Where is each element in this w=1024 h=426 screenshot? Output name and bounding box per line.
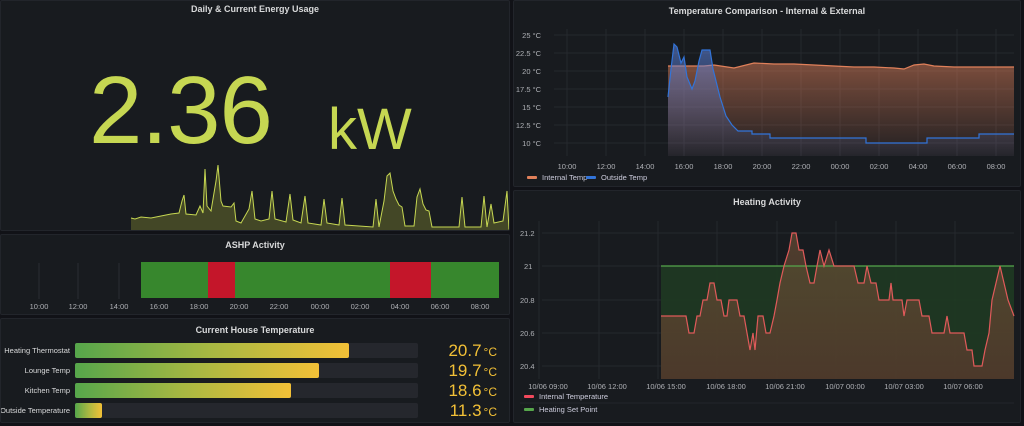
- ashp-state-off: [208, 262, 235, 298]
- bar-gauge-outside-temperature: Outside Temperature 11.3 °C: [0, 401, 509, 420]
- temperature-comparison-title[interactable]: Temperature Comparison - Internal & Exte…: [668, 6, 866, 16]
- svg-text:10/06 09:00: 10/06 09:00: [528, 382, 568, 391]
- legend-swatch-icon: [524, 408, 534, 411]
- bar-gauge-lounge-temp: Lounge Temp 19.7 °C: [1, 361, 509, 380]
- svg-text:06:00: 06:00: [431, 302, 450, 311]
- bar-label: Outside Temperature: [0, 406, 70, 415]
- legend-swatch-icon: [524, 395, 534, 398]
- internal-temperature-area: [661, 233, 1014, 379]
- svg-text:10/06 21:00: 10/06 21:00: [765, 382, 805, 391]
- legend-heating-set-point[interactable]: Heating Set Point: [524, 405, 597, 414]
- svg-text:00:00: 00:00: [311, 302, 330, 311]
- legend-swatch-icon: [586, 176, 596, 179]
- svg-text:20.4: 20.4: [520, 362, 535, 371]
- svg-text:12.5 °C: 12.5 °C: [516, 121, 542, 130]
- svg-text:20 °C: 20 °C: [522, 67, 541, 76]
- svg-text:10:00: 10:00: [558, 162, 577, 171]
- svg-text:17.5 °C: 17.5 °C: [516, 85, 542, 94]
- ashp-activity-panel: ASHP Activity 10:00 12:00 14:00 16:00 18…: [0, 234, 510, 315]
- svg-text:22.5 °C: 22.5 °C: [516, 49, 542, 58]
- legend-internal-temp[interactable]: Internal Temp: [527, 173, 587, 182]
- bar-gauge-kitchen-temp: Kitchen Temp 18.6 °C: [1, 381, 509, 400]
- svg-text:21.2: 21.2: [520, 229, 535, 238]
- svg-text:02:00: 02:00: [351, 302, 370, 311]
- energy-sparkline: [130, 164, 509, 230]
- svg-text:12:00: 12:00: [69, 302, 88, 311]
- svg-text:20.6: 20.6: [520, 329, 535, 338]
- svg-text:21: 21: [524, 262, 532, 271]
- svg-text:10/06 15:00: 10/06 15:00: [646, 382, 686, 391]
- svg-text:20:00: 20:00: [230, 302, 249, 311]
- energy-usage-title[interactable]: Daily & Current Energy Usage: [190, 4, 320, 14]
- svg-text:14:00: 14:00: [110, 302, 129, 311]
- svg-text:15 °C: 15 °C: [522, 103, 541, 112]
- svg-text:16:00: 16:00: [675, 162, 694, 171]
- bar-track: [75, 383, 418, 398]
- svg-text:08:00: 08:00: [987, 162, 1006, 171]
- internal-temp-area: [668, 63, 1014, 156]
- bar-value: 18.6 °C: [448, 381, 497, 400]
- heating-activity-chart: 21.2 21 20.8 20.6 20.4 10/06 09:00 10/06…: [520, 221, 1015, 404]
- bar-fill: [75, 363, 319, 378]
- ashp-state-off: [390, 262, 431, 298]
- legend-internal-temperature[interactable]: Internal Temperature: [524, 392, 608, 401]
- svg-text:16:00: 16:00: [150, 302, 169, 311]
- bar-label: Lounge Temp: [24, 366, 70, 375]
- svg-text:25 °C: 25 °C: [522, 31, 541, 40]
- svg-text:00:00: 00:00: [831, 162, 850, 171]
- energy-unit: kW: [328, 97, 412, 162]
- svg-text:14:00: 14:00: [636, 162, 655, 171]
- svg-text:08:00: 08:00: [471, 302, 490, 311]
- svg-text:20:00: 20:00: [753, 162, 772, 171]
- svg-text:04:00: 04:00: [909, 162, 928, 171]
- svg-text:02:00: 02:00: [870, 162, 889, 171]
- energy-value: 2.36: [89, 57, 273, 164]
- ashp-state-on: [431, 262, 499, 298]
- bar-track: [75, 363, 418, 378]
- legend-swatch-icon: [527, 176, 537, 179]
- svg-text:12:00: 12:00: [597, 162, 616, 171]
- bar-value: 11.3 °C: [449, 401, 497, 420]
- heating-activity-panel: Heating Activity 21.2 21 20.8 20.6 20.4: [513, 190, 1021, 423]
- svg-text:10/06 18:00: 10/06 18:00: [706, 382, 746, 391]
- svg-text:10:00: 10:00: [30, 302, 49, 311]
- svg-text:04:00: 04:00: [391, 302, 410, 311]
- ashp-activity-title[interactable]: ASHP Activity: [225, 240, 285, 250]
- svg-text:10 °C: 10 °C: [522, 139, 541, 148]
- bar-track: [75, 343, 418, 358]
- legend-outside-temp[interactable]: Outside Temp: [586, 173, 647, 182]
- house-temperature-title[interactable]: Current House Temperature: [195, 325, 315, 335]
- bar-value: 19.7 °C: [448, 361, 497, 380]
- temperature-comparison-panel: Temperature Comparison - Internal & Exte…: [513, 0, 1021, 187]
- svg-text:20.8: 20.8: [520, 296, 535, 305]
- bar-fill: [75, 383, 292, 398]
- svg-text:10/07 00:00: 10/07 00:00: [825, 382, 865, 391]
- outside-temp-area: [668, 44, 1014, 156]
- bar-label: Kitchen Temp: [24, 386, 70, 395]
- bar-value: 20.7 °C: [448, 341, 497, 360]
- svg-text:06:00: 06:00: [948, 162, 967, 171]
- svg-text:18:00: 18:00: [714, 162, 733, 171]
- energy-usage-panel: Daily & Current Energy Usage 2.36 kW: [0, 0, 510, 231]
- svg-text:22:00: 22:00: [792, 162, 811, 171]
- heating-activity-title[interactable]: Heating Activity: [733, 197, 801, 207]
- ashp-state-on: [141, 262, 208, 298]
- svg-text:10/07 03:00: 10/07 03:00: [884, 382, 924, 391]
- bar-track: [75, 403, 418, 418]
- ashp-state-timeline: 10:00 12:00 14:00 16:00 18:00 20:00 22:0…: [30, 262, 499, 311]
- svg-text:18:00: 18:00: [190, 302, 209, 311]
- bar-label: Heating Thermostat: [4, 346, 70, 355]
- svg-text:10/07 06:00: 10/07 06:00: [943, 382, 983, 391]
- svg-text:22:00: 22:00: [270, 302, 289, 311]
- bar-fill: [75, 343, 350, 358]
- svg-text:10/06 12:00: 10/06 12:00: [587, 382, 627, 391]
- house-temperature-panel: Current House Temperature Heating Thermo…: [0, 318, 510, 423]
- ashp-state-on: [235, 262, 390, 298]
- bar-fill: [75, 403, 103, 418]
- temperature-comparison-chart: 25 °C 22.5 °C 20 °C 17.5 °C 15 °C 12.5 °…: [516, 29, 1014, 171]
- bar-gauge-heating-thermostat: Heating Thermostat 20.7 °C: [1, 341, 509, 360]
